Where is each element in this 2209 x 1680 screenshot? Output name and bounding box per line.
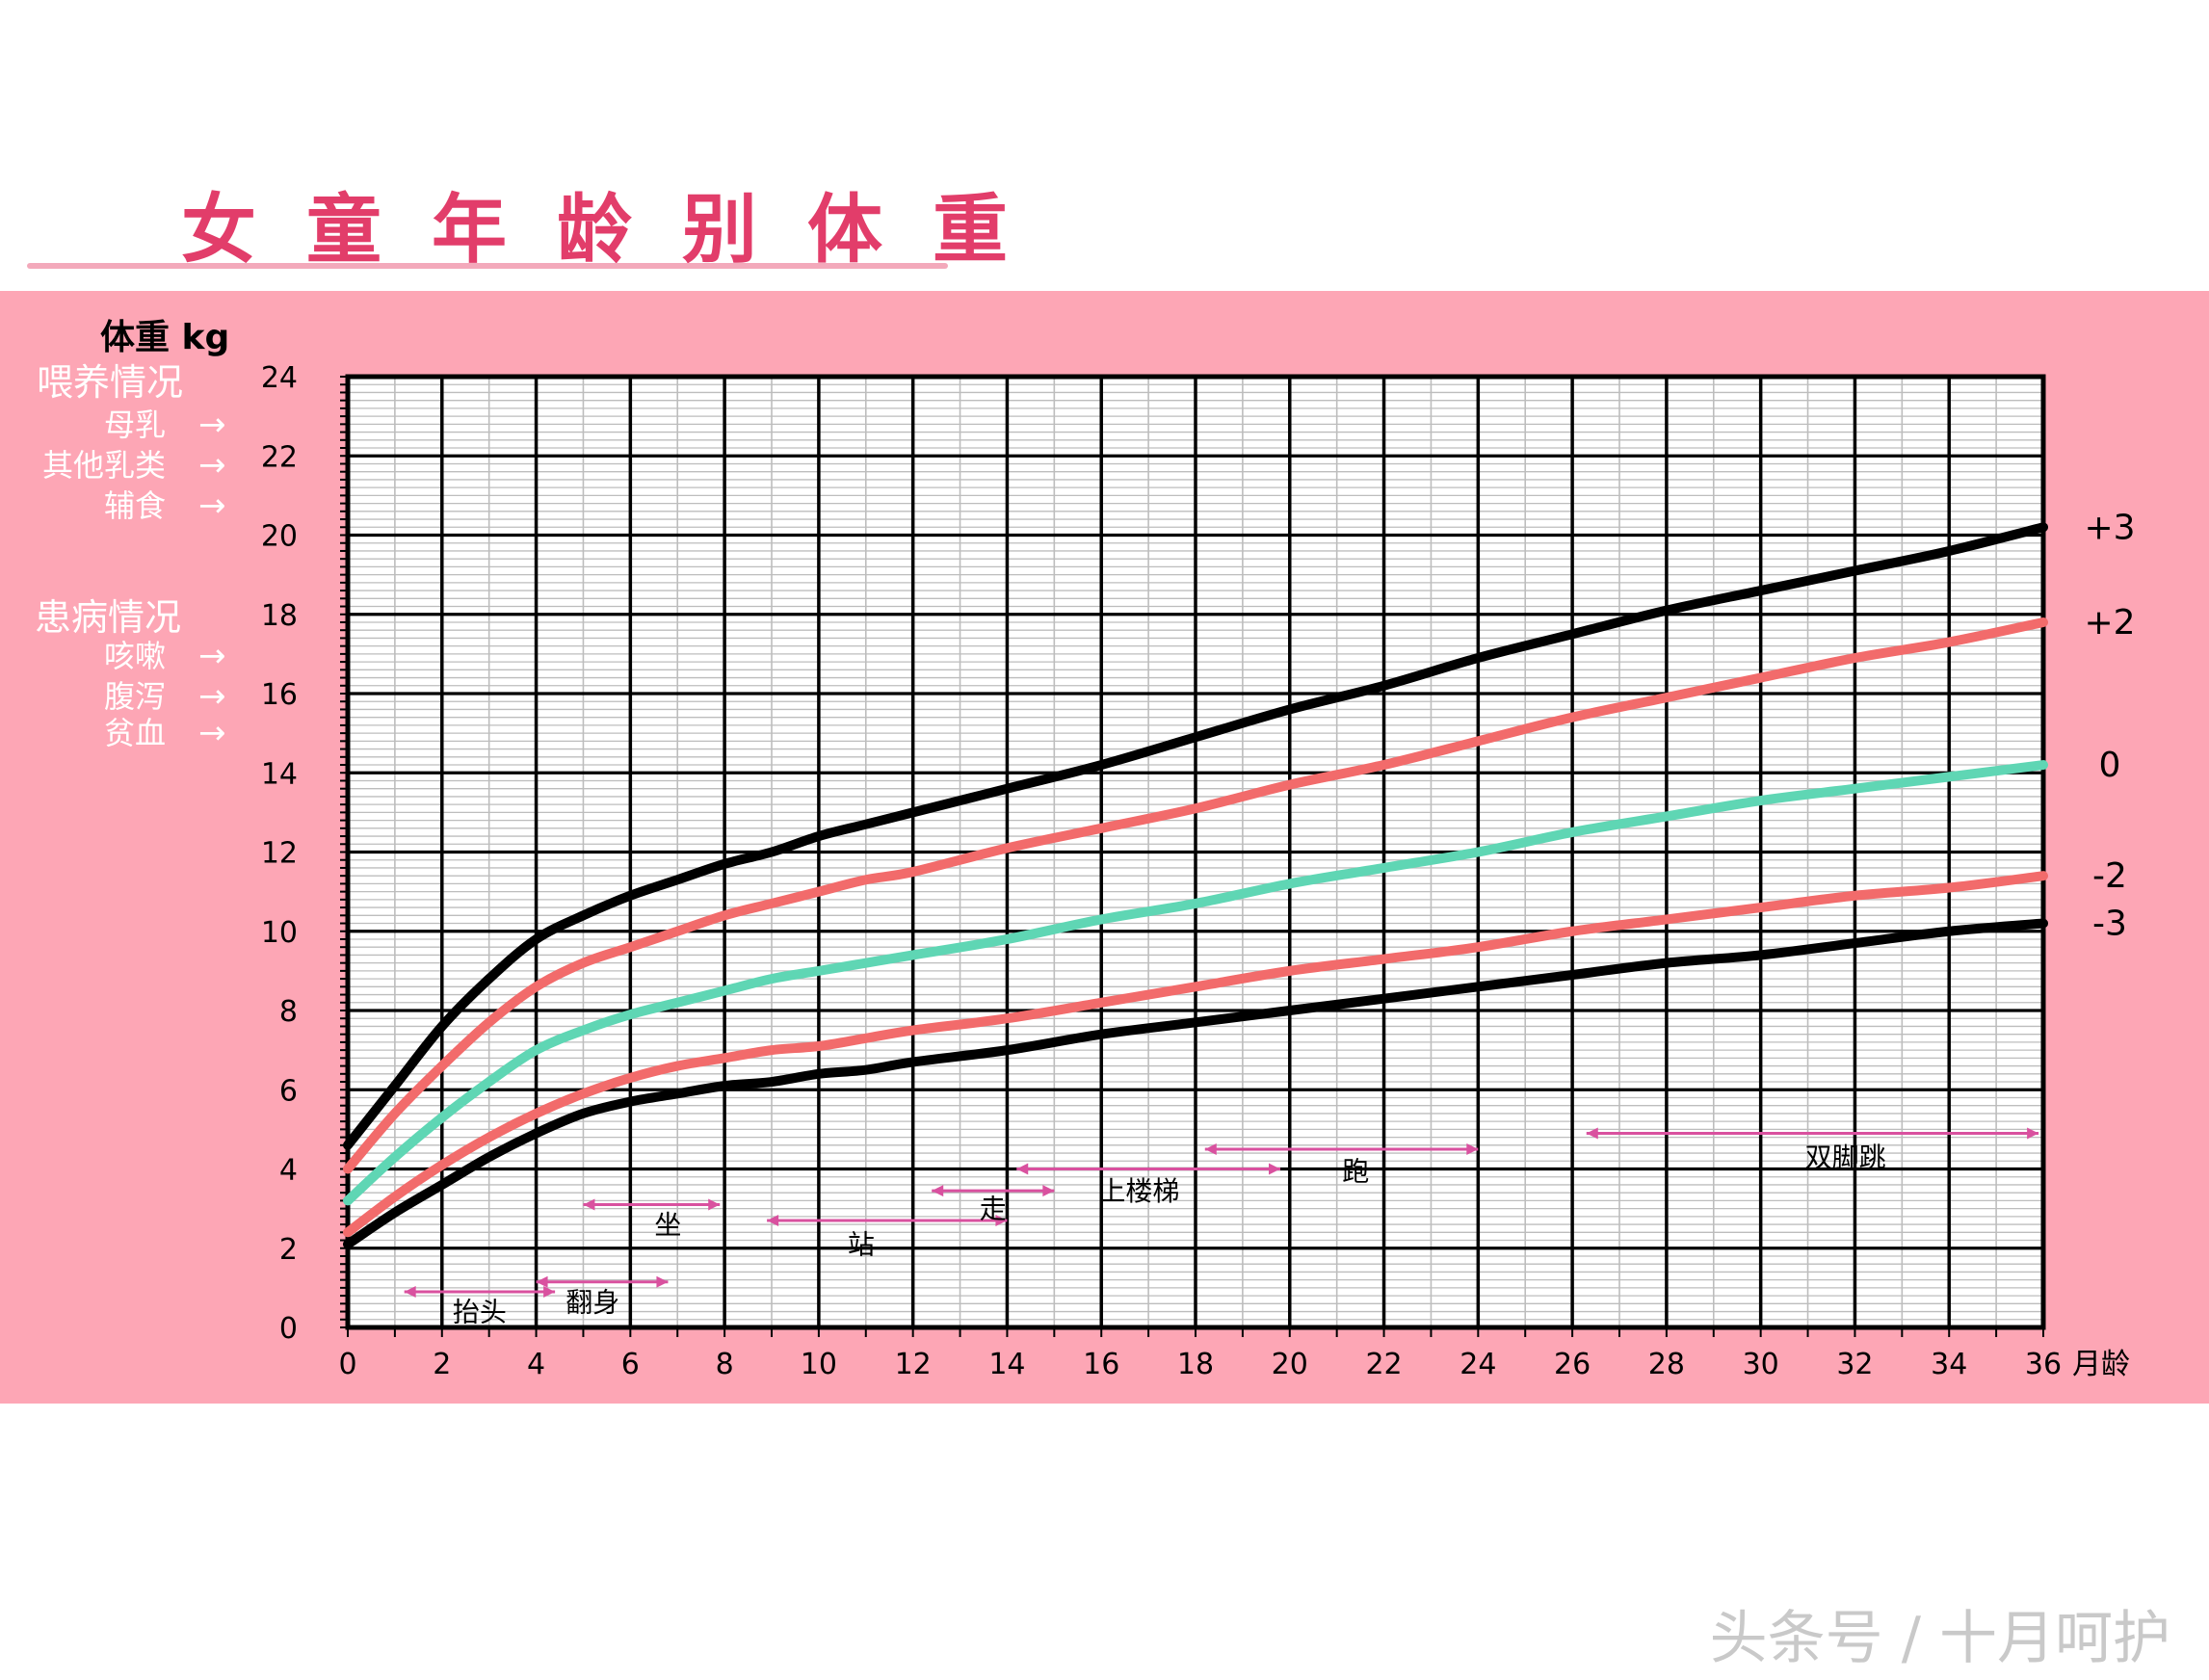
milestone-arrowhead [1042, 1185, 1055, 1197]
x-tick-label: 32 [1836, 1348, 1873, 1381]
series-label: -2 [2092, 856, 2127, 896]
milestone-label: 抬头 [453, 1297, 507, 1328]
milestone-arrowhead [708, 1198, 721, 1211]
series-line-3 [343, 760, 2048, 1206]
x-tick-label: 4 [527, 1348, 545, 1381]
arrow-icon: → [198, 677, 226, 716]
page-title: 女童年龄别体重 [181, 186, 1059, 274]
y-tick-label: 12 [261, 837, 298, 871]
x-tick-label: 18 [1177, 1348, 1214, 1381]
arrow-icon: → [198, 486, 226, 525]
x-tick-label: 20 [1272, 1348, 1308, 1381]
x-tick-label: 12 [895, 1348, 932, 1381]
y-tick-label: 8 [279, 995, 298, 1029]
y-tick-label: 18 [261, 599, 298, 633]
milestone-label: 跑 [1342, 1156, 1369, 1188]
series-line-1 [343, 522, 2048, 1150]
illness-heading: 患病情况 [35, 596, 181, 639]
x-tick-label: 24 [1460, 1348, 1496, 1381]
feeding-item-solid-food: 辅食 [104, 487, 166, 524]
x-tick-label: 28 [1648, 1348, 1685, 1381]
x-axis-label: 月龄 [2072, 1348, 2130, 1381]
milestone-label: 上楼梯 [1098, 1175, 1179, 1207]
milestone-arrowhead [995, 1214, 1008, 1226]
illness-item-diarrhea: 腹泻 [104, 678, 166, 715]
milestone-arrowhead [1269, 1163, 1280, 1175]
x-tick-label: 34 [1931, 1348, 1967, 1381]
y-tick-label: 24 [261, 361, 298, 395]
x-tick-label: 16 [1083, 1348, 1119, 1381]
y-tick-label: 2 [279, 1233, 298, 1267]
milestone-label: 站 [848, 1229, 875, 1261]
x-tick-label: 36 [2025, 1348, 2062, 1381]
y-tick-label: 0 [279, 1312, 298, 1346]
milestone-arrowhead [404, 1285, 416, 1298]
x-tick-label: 26 [1554, 1348, 1591, 1381]
milestone-arrowhead [536, 1275, 548, 1288]
y-tick-label: 16 [261, 678, 298, 712]
y-tick-label: 20 [261, 520, 298, 554]
series-label: +3 [2084, 508, 2135, 547]
milestone-label: 翻身 [565, 1286, 619, 1318]
illness-item-anemia: 贫血 [104, 715, 166, 751]
weight-axis-label: 体重 kg [100, 318, 229, 357]
x-tick-label: 6 [621, 1348, 640, 1381]
feeding-heading: 喂养情况 [37, 361, 183, 404]
milestone-arrowhead [583, 1198, 595, 1211]
series-line-4 [343, 871, 2048, 1238]
milestone-label: 双脚跳 [1805, 1142, 1886, 1173]
y-tick-label: 6 [279, 1074, 298, 1108]
x-tick-label: 8 [716, 1348, 734, 1381]
arrow-icon: → [198, 406, 226, 444]
y-tick-label: 4 [279, 1154, 298, 1188]
milestone-arrowhead [543, 1285, 556, 1298]
plot-frame [345, 374, 2046, 1330]
x-tick-label: 2 [433, 1348, 451, 1381]
milestone-arrowhead [1204, 1142, 1217, 1155]
milestone-arrowhead [1466, 1142, 1479, 1155]
x-tick-label: 22 [1365, 1348, 1402, 1381]
series-line-5 [343, 918, 2048, 1249]
illness-item-cough: 咳嗽 [104, 638, 166, 674]
watermark: 头条号 / 十月呵护 [1709, 1605, 2170, 1672]
y-tick-label: 22 [261, 440, 298, 474]
milestone-arrowhead [932, 1185, 944, 1197]
milestone-arrowhead [1016, 1163, 1029, 1175]
milestone-arrowhead [2027, 1127, 2039, 1140]
series-line-2 [343, 617, 2048, 1174]
x-tick-label: 0 [338, 1348, 356, 1381]
milestone-arrowhead [767, 1214, 779, 1226]
x-tick-label: 10 [801, 1348, 837, 1381]
series-label: +2 [2084, 603, 2135, 643]
arrow-icon: → [198, 714, 226, 752]
y-tick-label: 10 [261, 916, 298, 950]
title-underline [27, 263, 948, 269]
milestone-arrowhead [656, 1275, 669, 1288]
y-tick-label: 14 [261, 757, 298, 791]
arrow-icon: → [198, 637, 226, 675]
series-label: -3 [2092, 905, 2127, 944]
feeding-item-other-milk: 其他乳类 [42, 447, 166, 484]
series-label: 0 [2099, 746, 2121, 785]
x-tick-label: 30 [1743, 1348, 1779, 1381]
milestone-label: 坐 [654, 1209, 681, 1241]
feeding-item-breastmilk: 母乳 [104, 407, 166, 443]
milestone-label: 走 [980, 1194, 1007, 1225]
arrow-icon: → [198, 446, 226, 485]
milestone-arrowhead [1586, 1127, 1598, 1140]
x-tick-label: 14 [988, 1348, 1025, 1381]
